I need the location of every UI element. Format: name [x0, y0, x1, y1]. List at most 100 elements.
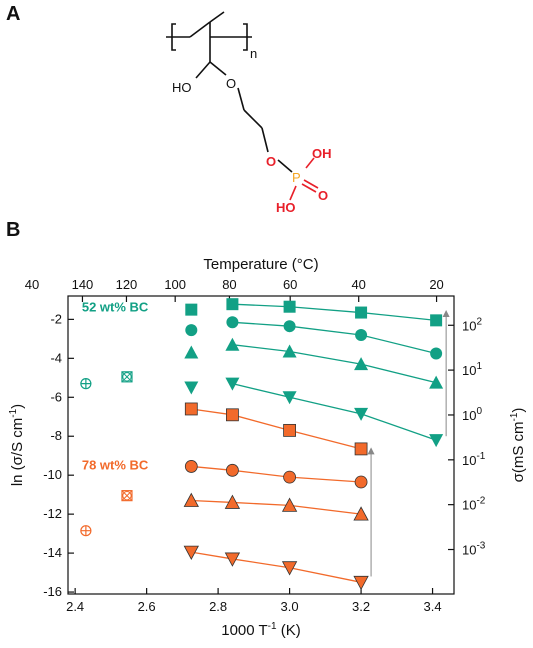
y2-tick-label: 10-2 — [462, 496, 486, 513]
y2-tick-exp: -3 — [476, 541, 485, 552]
oxo-label: O — [318, 188, 328, 203]
top-tick-label: 80 — [222, 277, 236, 292]
p-ho-bond — [289, 185, 297, 201]
ether-bond-2 — [237, 87, 245, 111]
data-point-triangle-down — [281, 561, 298, 576]
data-point-triangle-up — [354, 357, 369, 371]
y-axis-title: ln (σ/S cm-1) — [8, 404, 26, 486]
subscript-n: n — [250, 46, 257, 61]
y2-tick-base: 10 — [462, 543, 476, 558]
y2-axis-title-main: σ(mS cm — [510, 421, 527, 482]
data-point-triangle-up — [224, 494, 241, 509]
y2-tick-base: 10 — [462, 408, 476, 423]
data-markers — [80, 298, 444, 591]
x-tick-label: 3.0 — [281, 599, 299, 614]
data-point-circle-plus — [80, 525, 92, 537]
group-label: 52 wt% BC — [82, 300, 149, 315]
trend-arrows — [367, 310, 450, 577]
y2-tick-exp: 1 — [476, 361, 482, 372]
data-point-triangle-down — [224, 552, 241, 567]
data-point-triangle-down — [282, 391, 297, 405]
p-oh-bond — [305, 157, 315, 169]
top-axis: 140 120 100 80 60 40 20 — [72, 277, 444, 302]
data-point-circle — [185, 324, 198, 337]
data-point-triangle-up — [429, 375, 444, 389]
group-label: 78 wt% BC — [82, 457, 149, 472]
y-tick-label: -16 — [43, 584, 62, 599]
y2-tick-label: 100 — [462, 406, 482, 423]
ethylene-bond-1 — [243, 109, 263, 129]
y-tick-label: -6 — [50, 389, 62, 404]
x-axis-title-main: 1000 T — [221, 622, 267, 639]
top-tick-label: 100 — [164, 277, 186, 292]
y-tick-label: -12 — [43, 506, 62, 521]
series-line — [191, 408, 362, 450]
top-tick-label: 120 — [116, 277, 138, 292]
data-point-square — [184, 402, 198, 416]
panel-b-label: B — [6, 219, 20, 241]
data-point-triangle-up — [225, 337, 240, 351]
y2-tick-label: 10-3 — [462, 541, 486, 558]
molecule-structure — [166, 11, 319, 201]
data-point-triangle-down — [225, 377, 240, 391]
hydroxyl-bond — [195, 61, 211, 79]
p-oxo-bond-b — [301, 183, 317, 193]
data-point-circle — [355, 328, 368, 341]
y-tick-label: -2 — [50, 311, 62, 326]
series-line — [232, 344, 437, 384]
data-point-triangle-up — [353, 506, 369, 521]
data-point-circle — [184, 460, 198, 473]
top-tick-label: 20 — [429, 277, 443, 292]
ho-label: HO — [276, 200, 296, 215]
oh-label: OH — [312, 146, 332, 161]
series-line — [232, 303, 437, 321]
ether-oxygen-label: O — [226, 76, 236, 91]
y2-tick-exp: 0 — [476, 406, 482, 417]
phosphate-oxygen-label: O — [266, 154, 276, 169]
x-tick-label: 3.2 — [352, 599, 370, 614]
data-point-triangle-up — [184, 345, 199, 359]
data-point-square — [355, 306, 368, 319]
y2-axis-title-end: ) — [510, 408, 527, 413]
top-tick-label: 60 — [283, 277, 297, 292]
data-point-triangle-down — [184, 381, 199, 395]
y2-tick-exp: 2 — [476, 316, 482, 327]
backbone-bond — [189, 21, 211, 38]
data-point-triangle-up — [281, 497, 298, 512]
hydroxyl-label: HO — [172, 80, 192, 95]
left-axis: -16 -14 -12 -10 -8 -6 -4 -2 — [43, 311, 74, 599]
x-tick-label: 3.4 — [424, 599, 442, 614]
series-line — [232, 383, 437, 441]
y2-tick-label: 102 — [462, 316, 482, 333]
ethylene-bond-2 — [261, 127, 269, 153]
plot-frame — [67, 295, 455, 595]
series-line — [191, 499, 362, 515]
y-axis-title-main: ln (σ/S cm — [9, 418, 26, 486]
data-point-square — [185, 303, 198, 316]
data-point-triangle-down — [353, 575, 369, 591]
series-line — [191, 551, 362, 583]
y-tick-label: -10 — [43, 467, 62, 482]
y2-tick-label: 10-1 — [462, 451, 486, 468]
y2-tick-base: 10 — [462, 453, 476, 468]
data-point-triangle-up — [183, 492, 199, 507]
data-point-square — [283, 300, 296, 313]
data-point-circle-plus — [80, 378, 92, 390]
methyl-bond — [209, 11, 225, 23]
x-tick-label: 2.6 — [138, 599, 156, 614]
data-point-circle — [354, 475, 368, 489]
data-point-circle — [226, 463, 239, 477]
data-point-square — [354, 442, 368, 456]
top-tick-label-edge: 40 — [25, 277, 39, 292]
data-point-square — [226, 408, 239, 422]
data-point-triangle-down — [183, 545, 199, 560]
y2-axis-title: σ(mS cm-1) — [509, 408, 527, 483]
po-bond-1 — [277, 159, 293, 173]
conductivity-chart: 2.4 2.6 2.8 3.0 3.2 3.4 -16-14-12-10-8-6-4-2 … — [8, 256, 527, 639]
y-tick-label: -4 — [50, 350, 62, 365]
y2-tick-exp: -2 — [476, 496, 485, 507]
data-point-triangle-down — [429, 434, 444, 448]
x-axis-title-sup: -1 — [268, 621, 277, 632]
data-point-circle — [283, 320, 296, 333]
